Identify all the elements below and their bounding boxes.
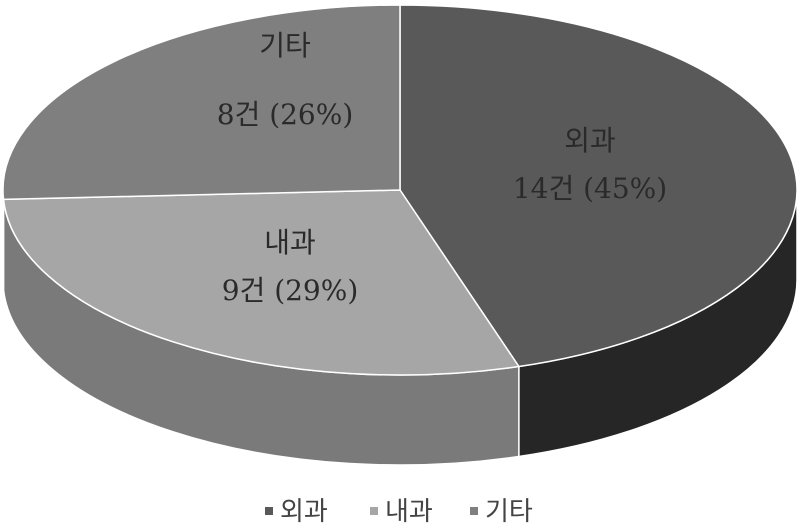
label-name-0: 외과: [564, 124, 616, 157]
pie-wall-2: [2, 189, 5, 290]
data-labels: 외과 14건 (45%) 내과 9건 (29%) 기타 8건 (26%): [217, 29, 667, 307]
pie-slice-0: [399, 4, 798, 368]
legend-label-0: 외과: [280, 497, 328, 527]
legend-swatch-2: [470, 507, 478, 515]
legend-swatch-0: [265, 507, 273, 515]
legend: 외과 내과 기타: [265, 497, 533, 527]
legend-label-2: 기타: [485, 497, 533, 527]
pie-slice-2: [2, 4, 401, 201]
label-name-2: 기타: [259, 29, 311, 62]
pie-slice-1: [2, 189, 521, 376]
legend-swatch-1: [370, 507, 378, 515]
label-value-0: 14건 (45%): [513, 172, 667, 205]
label-value-1: 9건 (29%): [222, 274, 359, 307]
pie-slices: [2, 4, 798, 376]
label-name-1: 내과: [264, 226, 316, 259]
legend-label-1: 내과: [385, 497, 433, 527]
label-value-2: 8건 (26%): [217, 98, 354, 131]
